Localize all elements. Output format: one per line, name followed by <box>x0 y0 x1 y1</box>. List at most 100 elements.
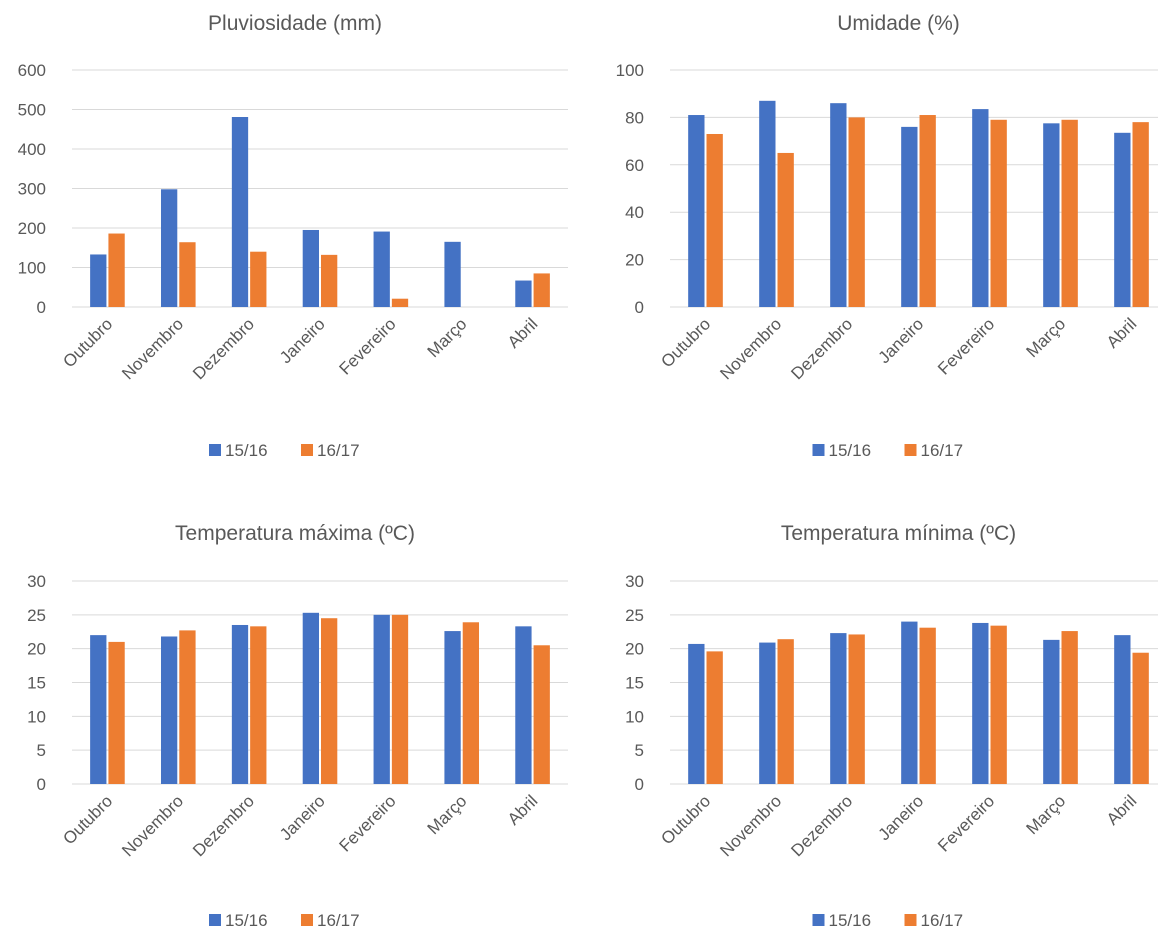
bar-series-2 <box>533 273 550 307</box>
bar-series-1 <box>901 621 918 784</box>
y-tick-label: 20 <box>625 251 644 270</box>
bar-series-1 <box>688 643 705 784</box>
bar-series-2 <box>990 119 1007 308</box>
y-tick-label: 5 <box>635 741 644 760</box>
bar-series-1 <box>231 624 249 784</box>
legend-swatch <box>904 444 917 456</box>
bar-series-1 <box>1043 639 1060 784</box>
x-tick-label: Outubro <box>657 314 714 371</box>
bar-series-2 <box>1132 122 1149 307</box>
chart-title: Umidade (%) <box>837 12 960 35</box>
bar-series-1 <box>444 631 461 784</box>
legend-label: 16/17 <box>317 911 360 930</box>
y-tick-label: 500 <box>18 101 46 120</box>
y-tick-label: 100 <box>18 259 46 278</box>
bar-series-2 <box>179 630 196 784</box>
bar-series-2 <box>777 152 794 307</box>
y-tick-label: 20 <box>625 640 644 659</box>
legend-label: 15/16 <box>829 911 872 930</box>
bar-series-1 <box>90 635 107 784</box>
bar-series-2 <box>848 117 865 308</box>
x-tick-label: Março <box>1022 791 1069 838</box>
chart-svg: Temperatura máxima (ºC) 0 5 10 15 20 25 30 Outub… <box>27 522 568 930</box>
bar-series-2 <box>1061 631 1078 784</box>
y-tick-label: 0 <box>635 775 644 794</box>
y-tick-label: 100 <box>616 61 644 80</box>
bar-series-2 <box>1061 119 1078 308</box>
y-tick-label: 10 <box>27 707 46 726</box>
bar-series-2 <box>108 641 125 784</box>
bar-series-1 <box>302 612 319 784</box>
y-tick-label: 80 <box>625 108 644 127</box>
bar-series-1 <box>688 115 705 307</box>
bar-series-1 <box>302 229 319 307</box>
y-tick-label: 0 <box>37 298 46 317</box>
chart-temperatura-minima: Temperatura mínima (ºC) 0 5 10 15 20 25 30 Outub… <box>590 510 1158 941</box>
y-tick-label: 300 <box>18 180 46 199</box>
y-tick-label: 200 <box>18 219 46 238</box>
bar-series-1 <box>90 254 107 307</box>
y-tick-label: 400 <box>18 140 46 159</box>
chart-pluviosidade: Pluviosidade (mm) 0 100 200 300 400 500 600 Outu… <box>0 0 570 480</box>
y-tick-label: 600 <box>18 61 46 80</box>
x-tick-label: Novembro <box>716 314 785 383</box>
bar-series-1 <box>373 614 390 784</box>
bar-series-1 <box>972 622 989 784</box>
bar-series-1 <box>1043 123 1060 307</box>
legend-label: 16/17 <box>317 441 360 460</box>
x-tick-label: Novembro <box>118 314 187 383</box>
x-tick-label: Outubro <box>59 791 116 848</box>
legend-label: 16/17 <box>921 911 964 930</box>
y-tick-label: 30 <box>625 572 644 591</box>
y-tick-label: 40 <box>625 203 644 222</box>
bar-series-2 <box>919 627 936 784</box>
bar-series-2 <box>848 634 865 784</box>
y-tick-label: 60 <box>625 156 644 175</box>
bar-series-2 <box>321 618 338 784</box>
bar-series-1 <box>1114 132 1131 307</box>
x-tick-label: Fevereiro <box>335 314 399 378</box>
legend-swatch <box>301 914 313 926</box>
bar-series-2 <box>391 298 409 307</box>
x-tick-label: Dezembro <box>189 791 258 860</box>
bar-series-1 <box>901 126 918 307</box>
bar-series-2 <box>919 115 936 307</box>
bar-series-2 <box>179 242 196 307</box>
bar-series-2 <box>706 133 723 307</box>
bar-series-1 <box>759 642 776 784</box>
y-tick-label: 10 <box>625 707 644 726</box>
y-tick-label: 0 <box>37 775 46 794</box>
x-tick-label: Novembro <box>716 791 785 860</box>
x-tick-label: Abril <box>1103 791 1140 828</box>
bar-series-2 <box>777 639 794 784</box>
legend-label: 16/17 <box>921 441 964 460</box>
bar-series-1 <box>160 189 178 307</box>
x-tick-label: Abril <box>504 791 541 828</box>
chart-title: Temperatura mínima (ºC) <box>781 522 1016 545</box>
chart-umidade: Umidade (%) 0 20 40 60 80 100 Outubro Novembro De… <box>590 0 1158 480</box>
x-tick-label: Fevereiro <box>335 791 399 855</box>
bar-series-1 <box>373 231 390 307</box>
bar-series-2 <box>250 251 267 307</box>
x-tick-label: Janeiro <box>874 791 927 844</box>
bar-series-1 <box>160 636 178 784</box>
x-tick-label: Outubro <box>657 791 714 848</box>
x-tick-label: Janeiro <box>874 314 927 367</box>
legend-swatch <box>209 914 221 926</box>
chart-title: Pluviosidade (mm) <box>208 12 382 35</box>
bar-series-2 <box>706 651 723 784</box>
chart-temperatura-maxima: Temperatura máxima (ºC) 0 5 10 15 20 25 30 Outub… <box>0 510 570 941</box>
bar-series-2 <box>462 622 480 784</box>
x-tick-label: Novembro <box>118 791 187 860</box>
bar-series-2 <box>1132 652 1149 784</box>
x-tick-label: Dezembro <box>787 791 856 860</box>
y-tick-label: 25 <box>625 606 644 625</box>
x-tick-label: Janeiro <box>276 791 329 844</box>
x-tick-label: Abril <box>504 314 541 351</box>
x-tick-label: Janeiro <box>276 314 329 367</box>
bar-series-1 <box>444 241 461 307</box>
x-tick-label: Dezembro <box>787 314 856 383</box>
legend-swatch <box>812 444 825 456</box>
y-tick-label: 5 <box>37 741 46 760</box>
